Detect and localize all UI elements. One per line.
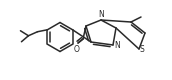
Text: O: O [74,45,80,54]
Text: S: S [140,44,145,54]
Text: N: N [98,10,104,19]
Text: N: N [114,40,120,50]
